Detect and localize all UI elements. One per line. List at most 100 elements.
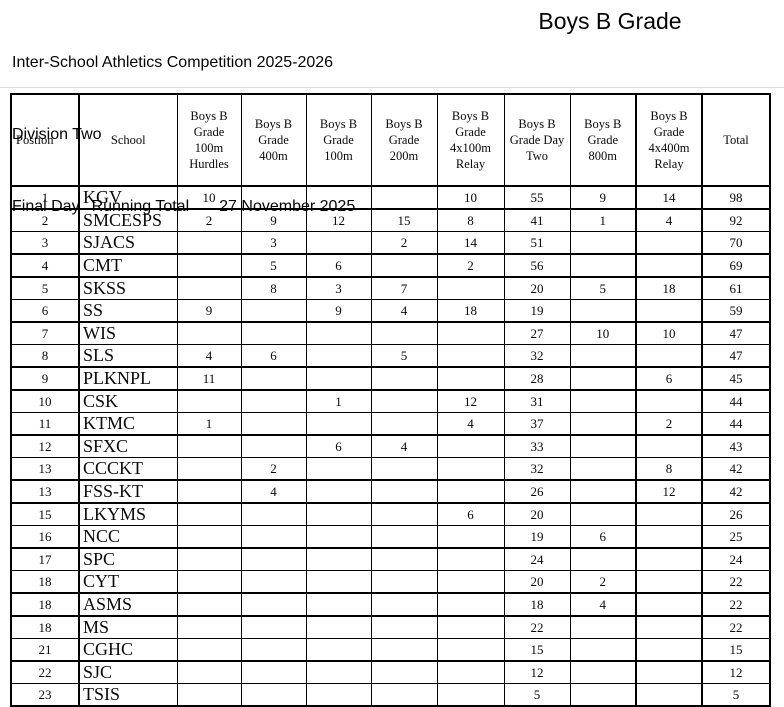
score-cell: 31 xyxy=(503,389,571,413)
total-cell: 92 xyxy=(701,208,771,232)
score-cell xyxy=(305,638,372,662)
score-cell xyxy=(305,570,372,594)
total-cell: 69 xyxy=(701,253,771,278)
table-row: 18 ASMS 18 4 22 xyxy=(10,592,771,617)
score-cell xyxy=(305,660,372,684)
school-cell: KGV xyxy=(78,185,178,210)
score-cell xyxy=(436,638,505,662)
score-cell xyxy=(370,547,438,571)
score-cell: 18 xyxy=(503,592,571,617)
score-cell: 33 xyxy=(503,434,571,458)
position-cell: 13 xyxy=(10,479,80,504)
score-cell: 8 xyxy=(240,276,307,300)
total-cell: 22 xyxy=(701,615,771,639)
score-cell xyxy=(370,321,438,345)
score-cell: 32 xyxy=(503,457,571,481)
column-header-total: Total xyxy=(701,93,771,187)
column-header-400m: Boys B Grade 400m xyxy=(240,93,307,187)
score-cell: 6 xyxy=(240,344,307,368)
score-cell xyxy=(635,570,703,594)
score-cell: 8 xyxy=(635,457,703,481)
position-cell: 9 xyxy=(10,366,80,391)
score-cell xyxy=(370,502,438,526)
position-cell: 7 xyxy=(10,321,80,345)
score-cell: 4 xyxy=(436,412,505,436)
score-cell xyxy=(370,592,438,617)
score-cell xyxy=(176,502,242,526)
score-cell xyxy=(569,660,637,684)
total-cell: 45 xyxy=(701,366,771,391)
score-cell: 2 xyxy=(240,457,307,481)
score-cell: 12 xyxy=(503,660,571,684)
score-cell: 14 xyxy=(436,231,505,255)
score-cell xyxy=(240,299,307,323)
score-cell xyxy=(635,615,703,639)
total-cell: 24 xyxy=(701,547,771,571)
table-row: 10 CSK 1 12 31 44 xyxy=(10,389,771,413)
score-cell xyxy=(569,479,637,504)
score-cell: 6 xyxy=(436,502,505,526)
score-cell: 4 xyxy=(240,479,307,504)
score-cell xyxy=(305,366,372,391)
score-cell xyxy=(436,276,505,300)
score-cell: 5 xyxy=(569,276,637,300)
results-table: Postion School Boys B Grade 100m Hurdles… xyxy=(10,93,771,707)
score-cell xyxy=(176,457,242,481)
score-cell: 1 xyxy=(305,389,372,413)
grade-title: Boys B Grade xyxy=(538,8,682,34)
score-cell: 4 xyxy=(635,208,703,232)
score-cell xyxy=(176,434,242,458)
total-cell: 47 xyxy=(701,344,771,368)
position-cell: 15 xyxy=(10,502,80,526)
score-cell xyxy=(240,389,307,413)
score-cell xyxy=(240,502,307,526)
score-cell: 41 xyxy=(503,208,571,232)
score-cell: 6 xyxy=(635,366,703,391)
position-cell: 18 xyxy=(10,570,80,594)
score-cell: 9 xyxy=(240,208,307,232)
position-cell: 8 xyxy=(10,344,80,368)
score-cell xyxy=(569,299,637,323)
score-cell: 51 xyxy=(503,231,571,255)
score-cell xyxy=(240,434,307,458)
score-cell: 8 xyxy=(436,208,505,232)
score-cell xyxy=(635,660,703,684)
position-cell: 18 xyxy=(10,592,80,617)
position-cell: 18 xyxy=(10,615,80,639)
score-cell xyxy=(635,299,703,323)
column-header-800m: Boys B Grade 800m xyxy=(569,93,637,187)
score-cell: 2 xyxy=(436,253,505,278)
position-cell: 16 xyxy=(10,525,80,549)
column-header-position: Postion xyxy=(10,93,80,187)
score-cell xyxy=(635,683,703,707)
total-cell: 42 xyxy=(701,457,771,481)
position-cell: 17 xyxy=(10,547,80,571)
competition-title: Inter-School Athletics Competition 2025-… xyxy=(12,54,334,71)
score-cell: 6 xyxy=(569,525,637,549)
score-cell xyxy=(305,231,372,255)
score-cell xyxy=(569,231,637,255)
score-cell: 18 xyxy=(436,299,505,323)
school-cell: CSK xyxy=(78,389,178,413)
score-cell: 2 xyxy=(176,208,242,232)
table-row: 15 LKYMS 6 20 26 xyxy=(10,502,771,526)
score-cell: 4 xyxy=(370,434,438,458)
score-cell xyxy=(370,570,438,594)
score-cell xyxy=(305,412,372,436)
score-cell xyxy=(370,638,438,662)
total-cell: 47 xyxy=(701,321,771,345)
school-cell: CCCKT xyxy=(78,457,178,481)
score-cell: 2 xyxy=(635,412,703,436)
total-cell: 44 xyxy=(701,389,771,413)
school-cell: CMT xyxy=(78,253,178,278)
score-cell xyxy=(569,434,637,458)
total-cell: 22 xyxy=(701,592,771,617)
header-row: Postion School Boys B Grade 100m Hurdles… xyxy=(10,93,771,187)
score-cell xyxy=(176,525,242,549)
total-cell: 44 xyxy=(701,412,771,436)
total-cell: 43 xyxy=(701,434,771,458)
table-row: 13 FSS-KT 4 26 12 42 xyxy=(10,479,771,504)
score-cell xyxy=(569,366,637,391)
total-cell: 12 xyxy=(701,660,771,684)
score-cell xyxy=(176,592,242,617)
